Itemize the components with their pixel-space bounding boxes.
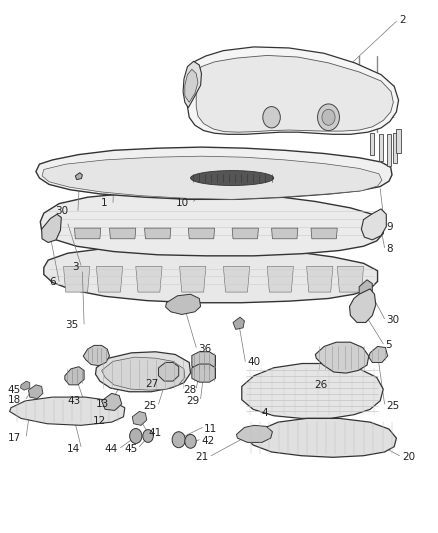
Polygon shape (191, 171, 274, 185)
Polygon shape (75, 173, 82, 180)
Polygon shape (65, 367, 84, 385)
Polygon shape (180, 266, 206, 292)
Polygon shape (83, 345, 110, 366)
Text: 21: 21 (195, 453, 208, 462)
Text: 10: 10 (176, 198, 189, 207)
Polygon shape (337, 266, 364, 292)
Text: 28: 28 (183, 385, 196, 395)
Text: 18: 18 (8, 395, 21, 405)
Text: 42: 42 (201, 437, 215, 446)
Polygon shape (185, 69, 198, 102)
Text: 17: 17 (8, 433, 21, 443)
Text: 35: 35 (65, 320, 78, 330)
Polygon shape (232, 228, 258, 239)
Polygon shape (96, 266, 123, 292)
Circle shape (322, 109, 335, 125)
Circle shape (318, 104, 339, 131)
Text: 30: 30 (55, 206, 68, 215)
Text: 26: 26 (314, 380, 328, 390)
Text: 6: 6 (49, 278, 56, 287)
Polygon shape (267, 266, 293, 292)
Circle shape (172, 432, 185, 448)
Text: 29: 29 (186, 396, 199, 406)
Polygon shape (359, 280, 372, 297)
Polygon shape (42, 214, 61, 243)
Text: 14: 14 (67, 444, 80, 454)
Polygon shape (350, 289, 376, 322)
Polygon shape (42, 156, 382, 199)
Polygon shape (102, 357, 185, 390)
Text: 3: 3 (72, 262, 79, 271)
Polygon shape (40, 192, 383, 256)
Text: 27: 27 (145, 379, 159, 389)
Polygon shape (188, 228, 215, 239)
Polygon shape (233, 317, 244, 329)
Polygon shape (166, 294, 201, 314)
Polygon shape (370, 133, 374, 155)
Polygon shape (159, 362, 179, 381)
Polygon shape (195, 55, 393, 132)
Polygon shape (307, 266, 333, 292)
Text: 9: 9 (386, 222, 393, 231)
Text: 45: 45 (8, 385, 21, 395)
Circle shape (143, 430, 153, 442)
Text: 25: 25 (144, 401, 157, 411)
Text: 43: 43 (68, 396, 81, 406)
Polygon shape (237, 425, 272, 442)
Circle shape (130, 429, 142, 443)
Polygon shape (246, 418, 396, 457)
Polygon shape (361, 209, 386, 240)
Polygon shape (28, 385, 43, 399)
Circle shape (185, 434, 196, 448)
Polygon shape (64, 266, 90, 292)
Polygon shape (187, 47, 399, 134)
Polygon shape (102, 393, 122, 410)
Polygon shape (192, 364, 215, 382)
Polygon shape (311, 228, 337, 239)
Circle shape (263, 107, 280, 128)
Polygon shape (44, 246, 378, 303)
Polygon shape (272, 228, 298, 239)
Polygon shape (192, 352, 215, 370)
Text: 5: 5 (385, 341, 392, 350)
Polygon shape (95, 352, 191, 392)
Polygon shape (145, 228, 171, 239)
Text: 30: 30 (386, 315, 399, 325)
Text: 44: 44 (104, 444, 117, 454)
Polygon shape (183, 61, 201, 108)
Polygon shape (132, 411, 147, 425)
Polygon shape (393, 133, 397, 163)
Polygon shape (379, 134, 383, 161)
Text: 2: 2 (399, 15, 406, 25)
Text: 4: 4 (261, 408, 268, 418)
Text: 8: 8 (386, 245, 393, 254)
Text: 36: 36 (198, 344, 211, 354)
Polygon shape (242, 364, 383, 418)
Polygon shape (315, 342, 369, 373)
Text: 20: 20 (402, 453, 415, 462)
Polygon shape (10, 397, 125, 425)
Text: 11: 11 (204, 424, 217, 434)
Text: 1: 1 (101, 198, 107, 207)
Polygon shape (110, 228, 136, 239)
Polygon shape (21, 381, 30, 390)
Text: 40: 40 (247, 358, 261, 367)
Polygon shape (396, 129, 401, 153)
Text: 25: 25 (386, 401, 399, 411)
Polygon shape (387, 134, 391, 166)
Polygon shape (223, 266, 250, 292)
Text: 13: 13 (95, 399, 109, 409)
Polygon shape (369, 346, 388, 362)
Polygon shape (74, 228, 101, 239)
Text: 41: 41 (149, 428, 162, 438)
Polygon shape (136, 266, 162, 292)
Polygon shape (36, 147, 392, 199)
Text: 12: 12 (93, 416, 106, 426)
Text: 45: 45 (125, 444, 138, 454)
